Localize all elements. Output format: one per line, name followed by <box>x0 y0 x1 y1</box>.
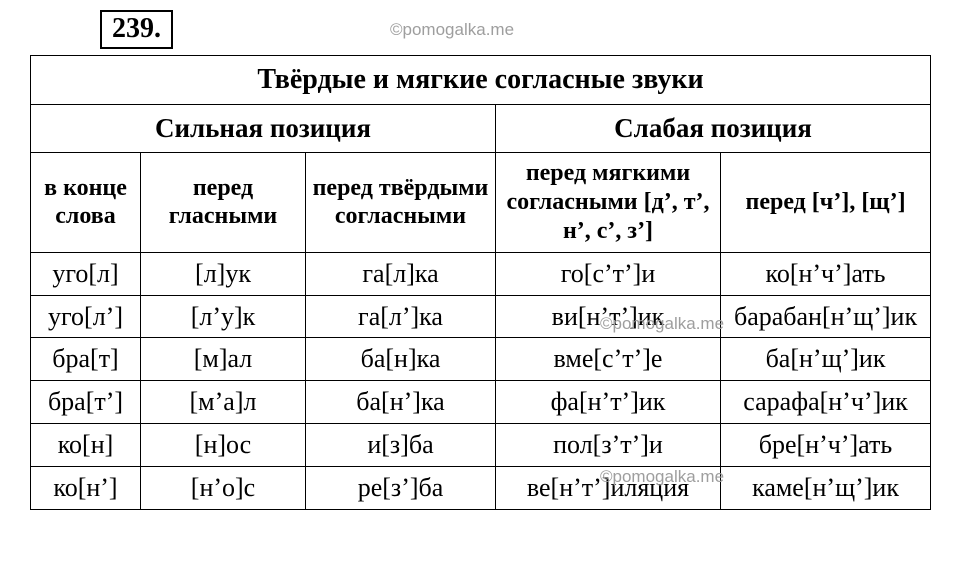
consonants-table: Твёрдые и мягкие согласные звуки Сильная… <box>30 55 931 510</box>
cell: бра[т’] <box>31 381 141 424</box>
table-row: бра[т’] [м’а]л ба[н’]ка фа[н’т’]ик сараф… <box>31 381 931 424</box>
cell: уго[л’] <box>31 295 141 338</box>
cell: ко[н] <box>31 424 141 467</box>
col-head-0: в конце слова <box>31 153 141 252</box>
title-row: Твёрдые и мягкие согласные звуки <box>31 56 931 105</box>
cell: ба[н’щ’]ик <box>721 338 931 381</box>
cell: пол[з’т’]и <box>496 424 721 467</box>
table-row: уго[л] [л]ук га[л]ка го[с’т’]и ко[н’ч’]а… <box>31 252 931 295</box>
cell: бре[н’ч’]ать <box>721 424 931 467</box>
table-title: Твёрдые и мягкие согласные звуки <box>31 56 931 105</box>
cell: ба[н’]ка <box>306 381 496 424</box>
cell: [н]ос <box>141 424 306 467</box>
cell: ко[н’] <box>31 467 141 510</box>
table-row: уго[л’] [л’у]к га[л’]ка ви[н’т’]ик бараб… <box>31 295 931 338</box>
exercise-number: 239. <box>100 10 173 49</box>
cell: го[с’т’]и <box>496 252 721 295</box>
group-weak: Слабая позиция <box>496 105 931 153</box>
cell: сарафа[н’ч’]ик <box>721 381 931 424</box>
cell: бра[т] <box>31 338 141 381</box>
cell: ба[н]ка <box>306 338 496 381</box>
watermark-top: ©pomogalka.me <box>390 20 514 40</box>
group-strong: Сильная позиция <box>31 105 496 153</box>
cell: вме[с’т’]е <box>496 338 721 381</box>
cell: [л’у]к <box>141 295 306 338</box>
cell: и[з]ба <box>306 424 496 467</box>
col-head-2: перед твёрдыми согласными <box>306 153 496 252</box>
cell: [н’о]с <box>141 467 306 510</box>
table-row: ко[н’] [н’о]с ре[з’]ба ве[н’т’]иляция ка… <box>31 467 931 510</box>
cell: [м’а]л <box>141 381 306 424</box>
cell: ре[з’]ба <box>306 467 496 510</box>
cell: ве[н’т’]иляция <box>496 467 721 510</box>
cell: барабан[н’щ’]ик <box>721 295 931 338</box>
col-head-4: перед [ч’], [щ’] <box>721 153 931 252</box>
group-row: Сильная позиция Слабая позиция <box>31 105 931 153</box>
col-head-1: перед гласными <box>141 153 306 252</box>
cell: га[л]ка <box>306 252 496 295</box>
cell: уго[л] <box>31 252 141 295</box>
cell: [м]ал <box>141 338 306 381</box>
cell: ви[н’т’]ик <box>496 295 721 338</box>
cell: [л]ук <box>141 252 306 295</box>
cell: каме[н’щ’]ик <box>721 467 931 510</box>
cell: ко[н’ч’]ать <box>721 252 931 295</box>
table-row: бра[т] [м]ал ба[н]ка вме[с’т’]е ба[н’щ’]… <box>31 338 931 381</box>
cell: га[л’]ка <box>306 295 496 338</box>
table-row: ко[н] [н]ос и[з]ба пол[з’т’]и бре[н’ч’]а… <box>31 424 931 467</box>
cell: фа[н’т’]ик <box>496 381 721 424</box>
col-head-3: перед мягкими согласными [д’, т’, н’, с’… <box>496 153 721 252</box>
columns-row: в конце слова перед гласными перед твёрд… <box>31 153 931 252</box>
